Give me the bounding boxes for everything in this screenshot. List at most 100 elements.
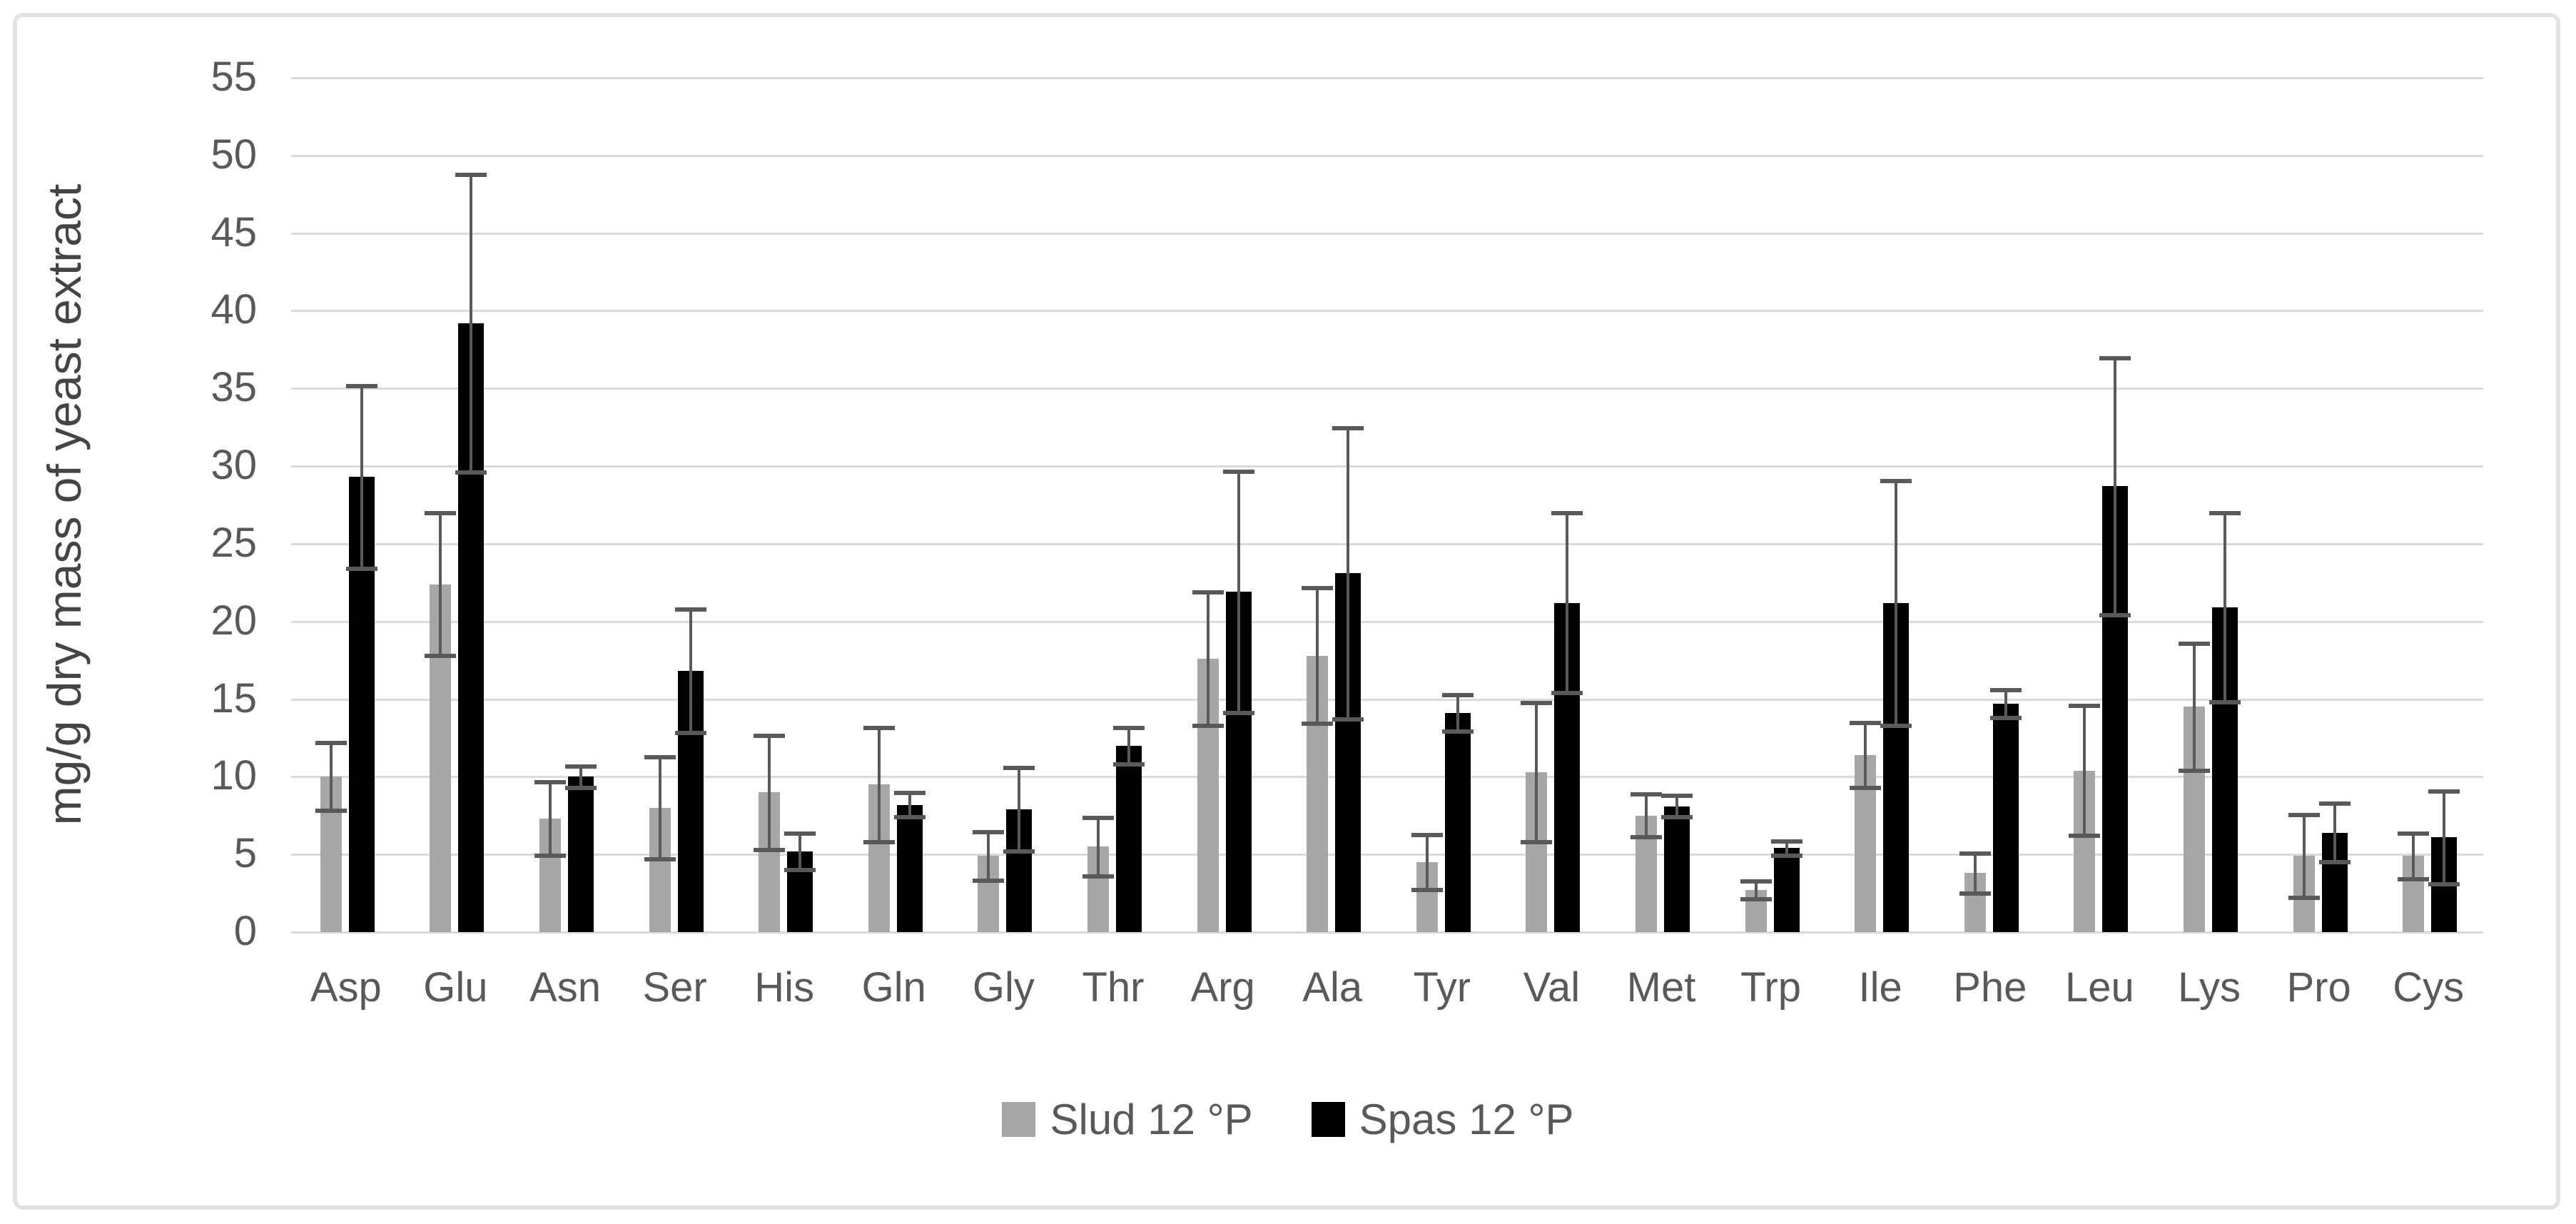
error-cap-bottom-spas-Met — [1661, 814, 1693, 819]
error-bar-slud-Glu — [439, 512, 442, 656]
error-cap-bottom-slud-Asn — [534, 854, 566, 859]
x-category-label-Asn: Asn — [529, 964, 601, 1011]
y-axis-title: mg/g dry mass of yeast extract — [38, 183, 91, 826]
error-cap-bottom-slud-Thr — [1082, 874, 1114, 879]
error-cap-top-slud-Leu — [2069, 704, 2101, 709]
error-bar-spas-Glu — [470, 173, 473, 472]
error-cap-bottom-slud-Lys — [2179, 768, 2210, 773]
bar-spas-Trp — [1773, 848, 1800, 932]
error-cap-bottom-slud-Cys — [2398, 877, 2430, 881]
error-cap-bottom-slud-Tyr — [1411, 888, 1443, 893]
gridline-15 — [291, 698, 2483, 701]
error-bar-spas-Pro — [2333, 803, 2336, 863]
x-category-label-Met: Met — [1626, 964, 1696, 1011]
legend-swatch-slud-icon — [1002, 1101, 1036, 1137]
legend-label-slud: Slud 12 °P — [1050, 1095, 1253, 1143]
legend-swatch-spas-icon — [1311, 1101, 1345, 1137]
error-cap-bottom-spas-Gln — [893, 814, 926, 819]
gridline-35 — [291, 388, 2483, 390]
gridline-20 — [291, 620, 2483, 623]
error-bar-slud-Tyr — [1425, 834, 1429, 891]
error-bar-spas-Arg — [1237, 470, 1240, 714]
legend-item-slud: Slud 12 °P — [1002, 1095, 1253, 1144]
bar-spas-Tyr — [1444, 713, 1471, 932]
error-cap-bottom-slud-Phe — [1959, 891, 1991, 896]
error-cap-top-spas-His — [784, 831, 816, 836]
error-cap-bottom-spas-Leu — [2099, 613, 2131, 618]
error-cap-bottom-spas-Glu — [455, 470, 487, 475]
error-bar-slud-Arg — [1206, 592, 1210, 726]
error-cap-top-slud-Gln — [863, 725, 895, 730]
bar-spas-Thr — [1116, 745, 1142, 932]
error-cap-top-spas-Met — [1661, 794, 1693, 799]
error-cap-top-slud-Trp — [1740, 879, 1772, 884]
error-cap-top-spas-Tyr — [1441, 693, 1474, 698]
error-bar-spas-Ser — [689, 609, 692, 734]
error-bar-spas-Gln — [908, 792, 911, 817]
error-cap-top-slud-Cys — [2398, 831, 2430, 836]
error-cap-bottom-spas-Thr — [1113, 762, 1145, 767]
x-category-label-His: His — [754, 964, 815, 1011]
error-bar-slud-Gln — [877, 727, 881, 842]
error-cap-top-slud-Lys — [2179, 642, 2210, 647]
error-bar-slud-Ile — [1864, 722, 1867, 788]
error-cap-top-spas-Asp — [345, 383, 377, 388]
x-category-label-Gln: Gln — [861, 964, 926, 1011]
error-bar-slud-Leu — [2083, 705, 2086, 836]
error-cap-bottom-slud-Gly — [973, 879, 1005, 884]
error-cap-top-spas-Pro — [2318, 801, 2351, 806]
gridline-10 — [291, 776, 2483, 779]
error-bar-spas-Ala — [1347, 427, 1350, 719]
y-tick-label-35: 35 — [211, 364, 257, 411]
gridline-45 — [291, 232, 2483, 235]
x-category-label-Ile: Ile — [1858, 964, 1902, 1011]
y-tick-label-55: 55 — [211, 54, 257, 100]
error-cap-top-spas-Cys — [2428, 789, 2460, 794]
error-cap-top-spas-Ala — [1332, 425, 1364, 430]
legend-item-spas: Spas 12 °P — [1311, 1095, 1574, 1144]
error-bar-slud-Asn — [549, 781, 552, 856]
error-cap-top-slud-Ser — [644, 755, 676, 760]
error-bar-slud-Trp — [1754, 881, 1758, 900]
y-tick-label-5: 5 — [233, 830, 257, 877]
error-bar-spas-Ile — [1895, 480, 1898, 726]
error-cap-bottom-spas-Tyr — [1441, 729, 1474, 734]
x-category-label-Pro: Pro — [2286, 964, 2351, 1011]
error-cap-top-slud-Ile — [1850, 721, 1882, 726]
error-bar-spas-His — [798, 832, 802, 870]
x-category-label-Leu: Leu — [2065, 964, 2134, 1011]
error-cap-bottom-spas-His — [784, 867, 816, 872]
error-cap-bottom-spas-Val — [1551, 690, 1583, 695]
error-cap-top-spas-Ile — [1880, 478, 1912, 483]
error-cap-top-slud-Arg — [1192, 590, 1224, 595]
error-cap-top-spas-Thr — [1113, 725, 1145, 730]
error-bar-slud-Phe — [1973, 853, 1977, 894]
error-cap-top-slud-Ala — [1302, 585, 1334, 590]
error-bar-spas-Leu — [2114, 357, 2117, 615]
error-bar-slud-His — [768, 734, 771, 850]
error-bar-slud-Val — [1535, 702, 1538, 842]
error-cap-bottom-slud-Arg — [1192, 723, 1224, 728]
error-bar-slud-Gly — [987, 831, 990, 881]
error-cap-bottom-slud-Glu — [425, 653, 457, 658]
error-cap-top-slud-Asn — [534, 779, 566, 784]
x-category-label-Asp: Asp — [310, 964, 382, 1011]
error-cap-top-spas-Trp — [1770, 839, 1802, 844]
error-bar-spas-Phe — [2004, 689, 2007, 718]
x-category-label-Val: Val — [1523, 964, 1581, 1011]
error-cap-top-spas-Arg — [1222, 469, 1254, 474]
error-cap-top-spas-Ser — [674, 607, 706, 612]
error-cap-top-slud-Glu — [425, 511, 457, 516]
error-cap-bottom-slud-Val — [1521, 839, 1553, 844]
error-bar-spas-Lys — [2223, 512, 2226, 702]
error-cap-top-slud-Gly — [973, 829, 1005, 834]
error-bar-slud-Met — [1645, 794, 1648, 838]
x-category-label-Lys: Lys — [2177, 964, 2241, 1011]
chart-frame — [13, 13, 2560, 1210]
error-cap-bottom-spas-Trp — [1770, 854, 1802, 859]
error-cap-bottom-spas-Gly — [1003, 849, 1035, 854]
error-cap-top-slud-Asp — [315, 741, 347, 746]
y-tick-label-10: 10 — [211, 752, 257, 799]
error-cap-top-spas-Phe — [1989, 688, 2022, 693]
